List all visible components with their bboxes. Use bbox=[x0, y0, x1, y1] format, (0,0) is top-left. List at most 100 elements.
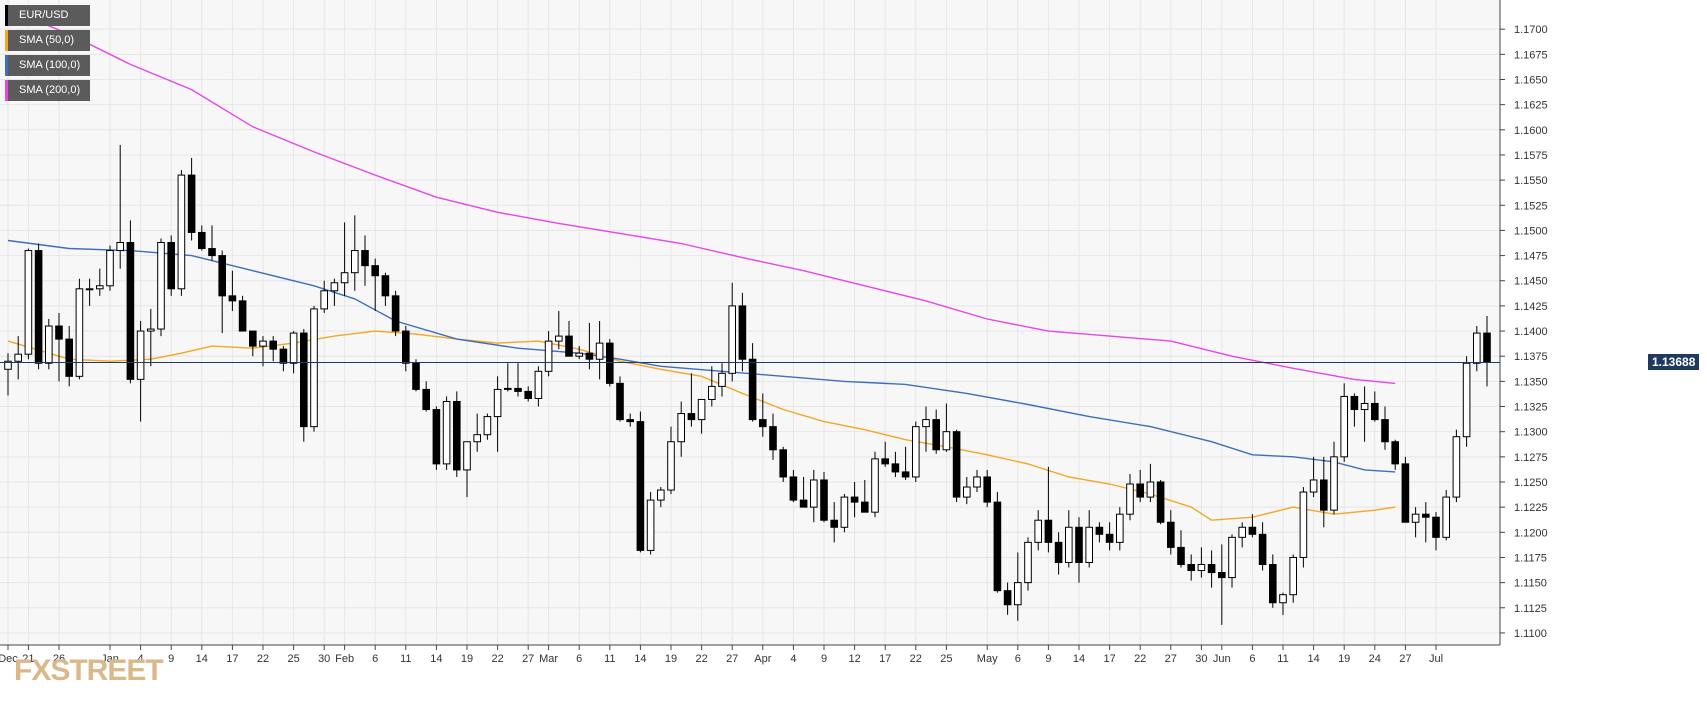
candle-body bbox=[391, 295, 400, 332]
candle-body bbox=[595, 342, 604, 360]
candle-body bbox=[738, 305, 747, 360]
legend-sma-200[interactable]: SMA (200,0) bbox=[5, 80, 91, 101]
candle-body bbox=[106, 250, 114, 287]
candle-body bbox=[840, 496, 849, 528]
candle-body bbox=[85, 288, 94, 291]
candle-body bbox=[1075, 526, 1083, 563]
candle-body bbox=[1279, 594, 1287, 604]
candle-body bbox=[1207, 564, 1216, 574]
candle-body bbox=[626, 419, 635, 423]
candle-body bbox=[718, 372, 726, 387]
candle-body bbox=[963, 486, 971, 498]
y-tick-label: 1.1500 bbox=[1514, 225, 1548, 237]
x-tick-label: 9 bbox=[168, 653, 174, 665]
candle-body bbox=[279, 348, 288, 364]
candle-body bbox=[820, 479, 828, 521]
y-tick-label: 1.1175 bbox=[1514, 552, 1547, 564]
candle-body bbox=[1462, 362, 1471, 438]
candle-body bbox=[483, 416, 492, 436]
candle-body bbox=[606, 342, 614, 384]
candle-body bbox=[493, 388, 502, 418]
x-tick-label: 11 bbox=[1277, 653, 1288, 665]
sma-line-200 bbox=[7, 8, 1396, 385]
candle-body bbox=[932, 419, 941, 451]
candle-body bbox=[1146, 481, 1155, 498]
candle-body bbox=[1085, 526, 1094, 563]
candle-body bbox=[565, 335, 573, 357]
candle-body bbox=[340, 272, 349, 284]
x-tick-label: 6 bbox=[372, 653, 378, 665]
candle-body bbox=[983, 476, 992, 503]
x-tick-label: 22 bbox=[491, 653, 503, 665]
candle-body bbox=[1228, 536, 1236, 579]
candle-body bbox=[14, 353, 22, 362]
candle-body bbox=[789, 476, 798, 501]
candle-body bbox=[973, 476, 981, 488]
candle-body bbox=[238, 300, 247, 332]
legend-eurusd[interactable]: EUR/USD bbox=[5, 5, 91, 26]
candle-body bbox=[1452, 436, 1461, 498]
x-tick-label: 22 bbox=[695, 653, 707, 665]
x-tick-label: 4 bbox=[790, 653, 796, 665]
x-tick-label: 12 bbox=[848, 653, 860, 665]
candle-body bbox=[249, 330, 257, 347]
candle-body bbox=[65, 338, 74, 377]
y-tick-label: 1.1275 bbox=[1514, 452, 1548, 464]
candle-body bbox=[1432, 516, 1440, 538]
candle-body bbox=[1381, 419, 1389, 443]
candle-body bbox=[1442, 496, 1451, 538]
candle-body bbox=[126, 242, 135, 380]
candle-body bbox=[442, 400, 451, 465]
x-tick-label: 27 bbox=[1399, 653, 1411, 665]
candle-body bbox=[1258, 533, 1267, 566]
y-tick-label: 1.1400 bbox=[1514, 326, 1548, 338]
y-tick-label: 1.1325 bbox=[1514, 402, 1548, 414]
candle-body bbox=[136, 330, 145, 380]
candle-body bbox=[524, 390, 533, 399]
candle-body bbox=[1350, 395, 1359, 411]
candle-body bbox=[177, 174, 186, 290]
y-tick-label: 1.1700 bbox=[1514, 24, 1548, 36]
candle-body bbox=[34, 250, 43, 364]
y-tick-label: 1.1100 bbox=[1514, 628, 1547, 640]
x-tick-label: 25 bbox=[287, 653, 299, 665]
x-tick-label: 21 bbox=[22, 653, 34, 665]
y-tick-label: 1.1150 bbox=[1514, 578, 1547, 590]
y-tick-label: 1.1350 bbox=[1514, 376, 1548, 388]
candle-body bbox=[708, 385, 716, 400]
candle-body bbox=[1309, 479, 1318, 493]
candle-body bbox=[1248, 526, 1257, 535]
candle-body bbox=[667, 441, 675, 491]
y-tick-label: 1.1375 bbox=[1514, 351, 1548, 363]
y-tick-label: 1.1475 bbox=[1514, 251, 1548, 263]
x-tick-label: 6 bbox=[1015, 653, 1021, 665]
candle-body bbox=[147, 328, 155, 332]
candle-body bbox=[942, 431, 951, 451]
y-tick-label: 1.1650 bbox=[1514, 74, 1548, 86]
candle-body bbox=[1187, 564, 1196, 572]
candle-body bbox=[881, 458, 890, 465]
candle-body bbox=[157, 242, 165, 330]
y-tick-label: 1.1625 bbox=[1514, 100, 1548, 112]
candle-body bbox=[1044, 519, 1053, 543]
candle-body bbox=[850, 496, 859, 503]
legend-sma-100[interactable]: SMA (100,0) bbox=[5, 55, 91, 76]
x-tick-label: 19 bbox=[665, 653, 677, 665]
x-tick-label: Apr bbox=[754, 653, 771, 665]
legend-sma-50[interactable]: SMA (50,0) bbox=[5, 30, 91, 51]
plot-background bbox=[0, 0, 1500, 645]
chart-legend: EUR/USD SMA (50,0) SMA (100,0) SMA (200,… bbox=[5, 5, 91, 105]
candle-body bbox=[208, 248, 216, 257]
candle-body bbox=[96, 285, 104, 290]
candle-body bbox=[616, 382, 624, 421]
candle-body bbox=[1269, 564, 1277, 604]
candle-body bbox=[1126, 483, 1134, 515]
x-tick-label: May bbox=[977, 653, 998, 665]
candle-body bbox=[1167, 521, 1175, 548]
candle-body bbox=[361, 250, 369, 267]
candle-body bbox=[1054, 541, 1063, 563]
candle-body bbox=[1095, 526, 1104, 535]
x-tick-label: Jun bbox=[1213, 653, 1231, 665]
